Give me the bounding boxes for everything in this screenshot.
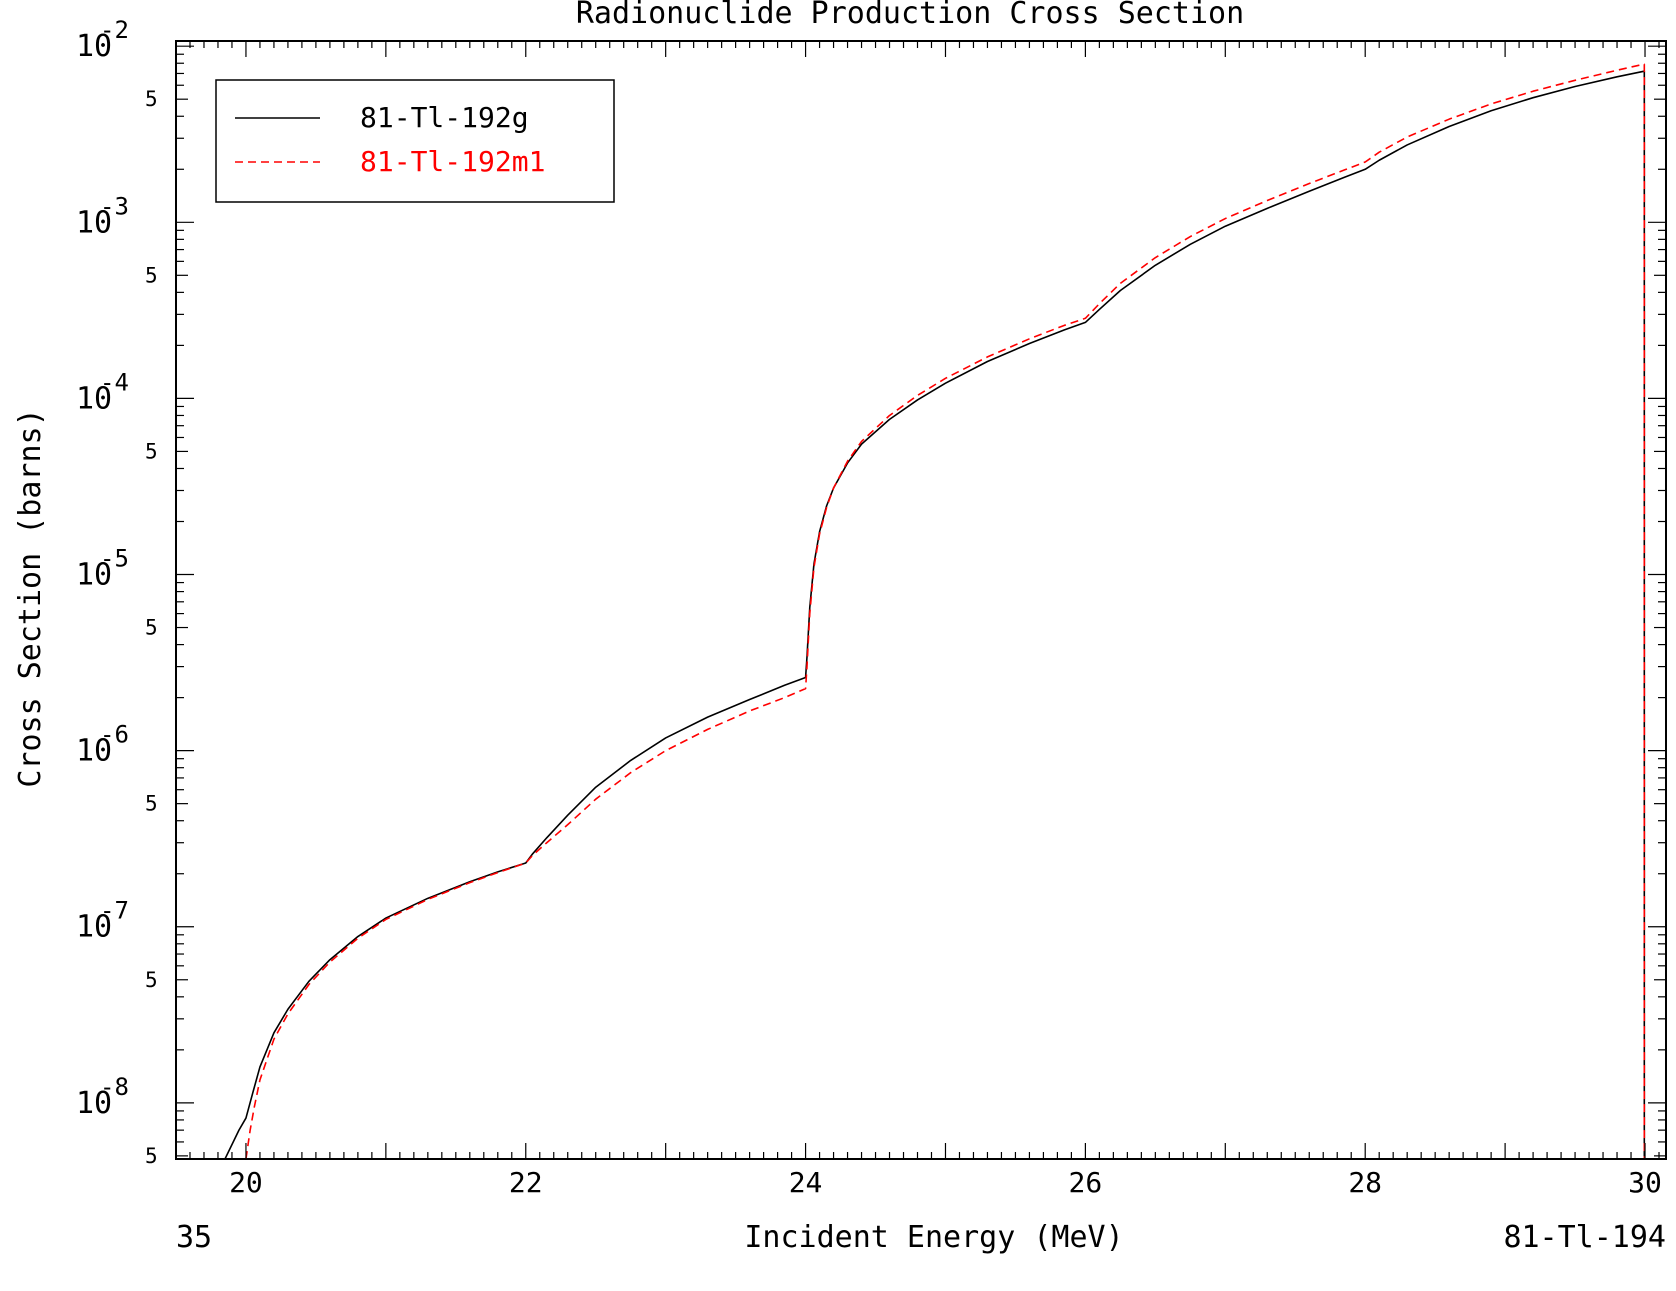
y-tick-label: 10 (76, 910, 112, 945)
x-tick-label: 20 (229, 1166, 263, 1199)
y-tick-label: 10 (76, 1086, 112, 1121)
x-axis-label: Incident Energy (MeV) (744, 1220, 1123, 1255)
y-tick-label-exponent: -6 (100, 721, 129, 749)
y-tick-label: 10 (76, 205, 112, 240)
legend: 81-Tl-192g 81-Tl-192m1 (215, 79, 615, 203)
y-tick-label: 10 (76, 29, 112, 64)
y-minor-tick-label: 5 (145, 439, 158, 463)
y-tick-label-exponent: -4 (100, 368, 129, 396)
y-tick-label: 10 (76, 558, 112, 593)
legend-label-series-1: 81-Tl-192g (360, 101, 529, 134)
x-tick-label: 22 (509, 1166, 543, 1199)
x-tick-label: 30 (1628, 1166, 1662, 1199)
y-tick-label-exponent: -2 (100, 16, 129, 44)
x-tick-label: 24 (789, 1166, 823, 1199)
y-tick-label-exponent: -8 (100, 1073, 129, 1101)
y-tick-label-exponent: -3 (100, 192, 129, 220)
plot-frame (175, 40, 1667, 1160)
chart-title: Radionuclide Production Cross Section (576, 0, 1244, 31)
y-minor-tick-label: 5 (145, 1144, 158, 1168)
plot-area (224, 63, 1646, 1159)
series-line-2 (245, 63, 1646, 1159)
y-tick-label: 10 (76, 381, 112, 416)
footer-left-label: 35 (176, 1220, 212, 1255)
legend-label-series-2: 81-Tl-192m1 (360, 145, 545, 178)
y-minor-tick-label: 5 (145, 792, 158, 816)
y-tick-label-exponent: -7 (100, 897, 129, 925)
y-tick-label-exponent: -5 (100, 545, 129, 573)
x-axis: 20 22 24 26 28 30 (175, 41, 1662, 1199)
y-minor-tick-label: 5 (145, 87, 158, 111)
x-tick-label: 26 (1069, 1166, 1103, 1199)
footer-right-label: 81-Tl-194 (1503, 1220, 1666, 1255)
y-tick-label: 10 (76, 734, 112, 769)
y-minor-tick-label: 5 (145, 968, 158, 992)
x-tick-label: 28 (1348, 1166, 1382, 1199)
y-minor-tick-label: 5 (145, 616, 158, 640)
y-axis-label: Cross Section (barns) (13, 408, 48, 787)
legend-box (215, 79, 615, 203)
series-line-1 (224, 70, 1646, 1159)
y-minor-tick-label: 5 (145, 263, 158, 287)
